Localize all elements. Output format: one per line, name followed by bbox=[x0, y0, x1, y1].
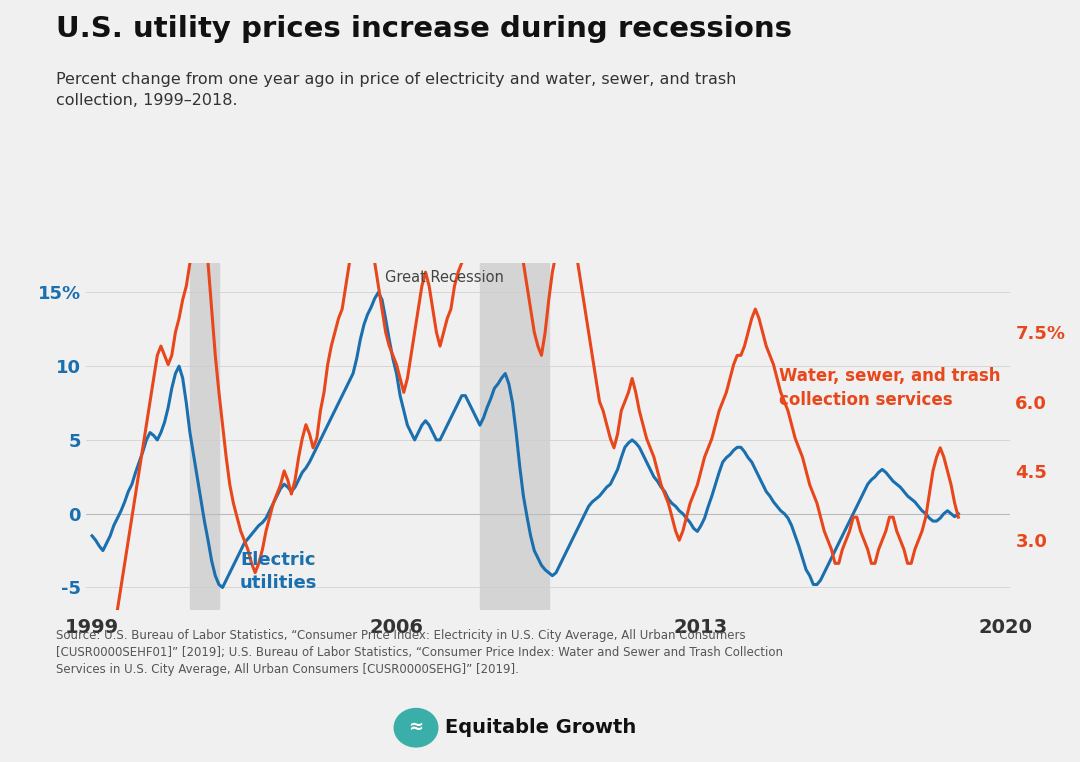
Text: Water, sewer, and trash
collection services: Water, sewer, and trash collection servi… bbox=[780, 367, 1001, 408]
Text: Percent change from one year ago in price of electricity and water, sewer, and t: Percent change from one year ago in pric… bbox=[56, 72, 737, 108]
Text: Electric
utilities: Electric utilities bbox=[240, 551, 318, 592]
Text: ≈: ≈ bbox=[408, 718, 423, 736]
Circle shape bbox=[394, 709, 437, 747]
Text: Equitable Growth: Equitable Growth bbox=[445, 719, 636, 737]
Bar bbox=[480, 263, 549, 610]
Bar bbox=[190, 263, 219, 610]
Text: Source: U.S. Bureau of Labor Statistics, “Consumer Price Index: Electricity in U: Source: U.S. Bureau of Labor Statistics,… bbox=[56, 629, 783, 676]
Text: Great Recession: Great Recession bbox=[384, 271, 503, 286]
Text: U.S. utility prices increase during recessions: U.S. utility prices increase during rece… bbox=[56, 15, 792, 43]
